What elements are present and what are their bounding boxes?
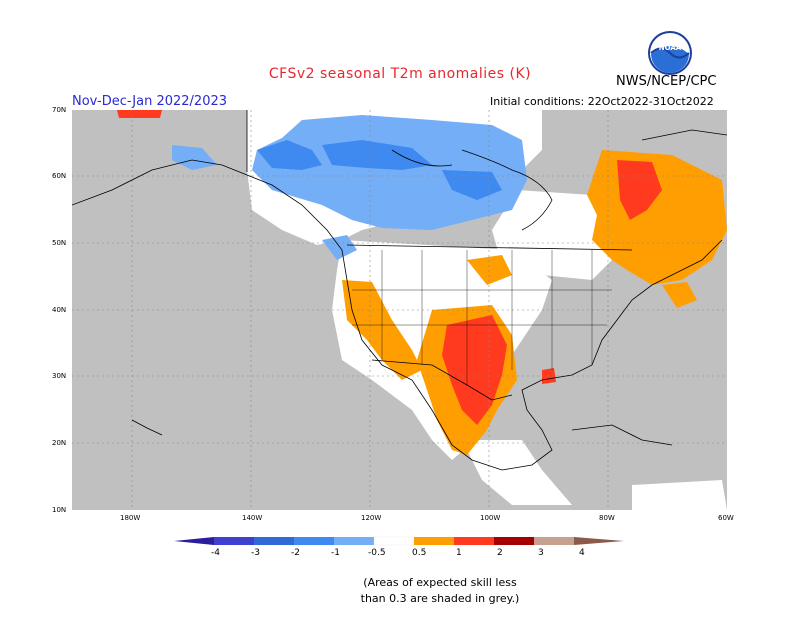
colorbar-label: -0.5 bbox=[368, 548, 386, 558]
initial-conditions-label: Initial conditions: 22Oct2022-31Oct2022 bbox=[490, 95, 714, 108]
anomaly-map bbox=[72, 110, 727, 510]
lon-label: 100W bbox=[480, 514, 501, 522]
colorbar-cell bbox=[214, 537, 254, 545]
colorbar-label: 3 bbox=[538, 548, 544, 558]
coastlines bbox=[72, 110, 727, 471]
lat-label: 20N bbox=[52, 439, 67, 447]
colorbar-label: -4 bbox=[211, 548, 220, 558]
lat-label: 50N bbox=[52, 239, 67, 247]
logo-text: NOAA bbox=[659, 44, 682, 52]
colorbar-cell bbox=[494, 537, 534, 545]
footnote-line-2: than 0.3 are shaded in grey.) bbox=[360, 592, 520, 605]
lat-label: 60N bbox=[52, 172, 67, 180]
lat-label: 40N bbox=[52, 306, 67, 314]
colorbar-label: 4 bbox=[579, 548, 585, 558]
colorbar-label: -3 bbox=[251, 548, 260, 558]
footnote-line-1: (Areas of expected skill less bbox=[363, 576, 517, 589]
cold-anomaly-regions bbox=[172, 115, 527, 260]
state-borders bbox=[352, 250, 612, 385]
colorbar-cell bbox=[254, 537, 294, 545]
colorbar-label: 2 bbox=[497, 548, 503, 558]
colorbar-cell bbox=[334, 537, 374, 545]
map-title: CFSv2 seasonal T2m anomalies (K) bbox=[268, 66, 532, 82]
lat-label: 30N bbox=[52, 372, 67, 380]
lat-label: 10N bbox=[52, 506, 67, 514]
colorbar-cell bbox=[534, 537, 574, 545]
colorbar-arrow-left bbox=[174, 537, 214, 545]
lat-label: 70N bbox=[52, 106, 67, 114]
colorbar-cell bbox=[294, 537, 334, 545]
lon-label: 180W bbox=[120, 514, 141, 522]
colorbar-label: -2 bbox=[291, 548, 300, 558]
colorbar bbox=[174, 536, 624, 546]
colorbar-arrow-right bbox=[574, 537, 624, 545]
colorbar-cell bbox=[414, 537, 454, 545]
noaa-logo-icon: NOAA bbox=[648, 31, 692, 75]
lon-label: 140W bbox=[242, 514, 263, 522]
colorbar-cell bbox=[454, 537, 494, 545]
lon-label: 60W bbox=[718, 514, 734, 522]
colorbar-cell bbox=[373, 536, 415, 546]
season-label: Nov-Dec-Jan 2022/2023 bbox=[72, 94, 228, 109]
colorbar-label: -1 bbox=[331, 548, 340, 558]
lon-label: 120W bbox=[361, 514, 382, 522]
colorbar-label: 0.5 bbox=[412, 548, 427, 558]
lon-label: 80W bbox=[599, 514, 615, 522]
agency-label: NWS/NCEP/CPC bbox=[616, 74, 717, 89]
colorbar-label: 1 bbox=[456, 548, 462, 558]
